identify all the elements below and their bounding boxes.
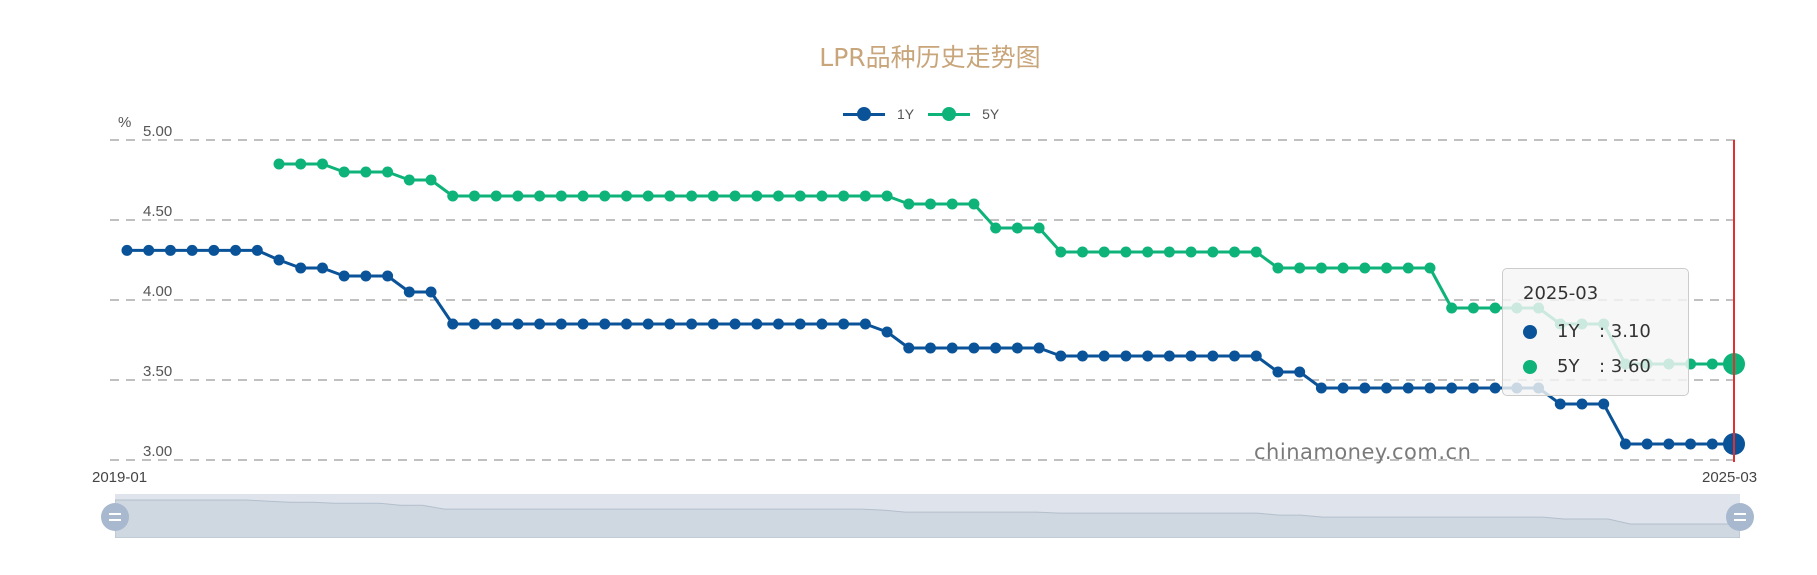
y-tick-label: 5.00 (143, 123, 173, 140)
y-tick-label: 3.00 (143, 443, 173, 460)
legend-item-1y[interactable]: 1Y (843, 106, 914, 122)
legend-label-1y: 1Y (897, 106, 915, 122)
y-axis-unit: % (118, 114, 132, 131)
data-zoom-preview (115, 499, 1740, 538)
data-zoom-start-handle[interactable] (101, 503, 129, 531)
chart-title: LPR品种历史走势图 (819, 43, 1041, 72)
legend-label-5y: 5Y (982, 106, 1000, 122)
tooltip: 2025-03 1Y : 3.10 5Y : 3.60 (1502, 268, 1689, 396)
tooltip-series-name: 1Y (1557, 321, 1580, 342)
y-tick-label: 3.50 (143, 363, 173, 380)
legend-item-5y[interactable]: 5Y (928, 106, 999, 122)
data-zoom-end-handle[interactable] (1726, 503, 1754, 531)
gridlines (110, 139, 1736, 461)
tooltip-row-1y: 1Y : 3.10 (1523, 314, 1688, 349)
legend-line-dot-icon (928, 107, 971, 121)
tooltip-series-name: 5Y (1557, 356, 1580, 377)
tooltip-series-value: : 3.60 (1599, 356, 1651, 377)
tooltip-row-5y: 5Y : 3.60 (1523, 349, 1688, 384)
tooltip-title: 2025-03 (1523, 283, 1599, 304)
watermark: chinamoney.com.cn (1254, 440, 1472, 464)
y-tick-label: 4.50 (143, 203, 173, 220)
legend: 1Y 5Y (843, 106, 999, 122)
x-start-label: 2019-01 (92, 469, 148, 486)
tooltip-series-value: : 3.10 (1599, 321, 1651, 342)
series-dot-icon (1523, 324, 1537, 339)
series-dot-icon (1523, 359, 1537, 374)
data-zoom-slider[interactable] (115, 494, 1740, 538)
legend-line-dot-icon (843, 107, 885, 121)
x-end-label: 2025-03 (1702, 469, 1758, 486)
y-tick-label: 4.00 (143, 283, 173, 300)
